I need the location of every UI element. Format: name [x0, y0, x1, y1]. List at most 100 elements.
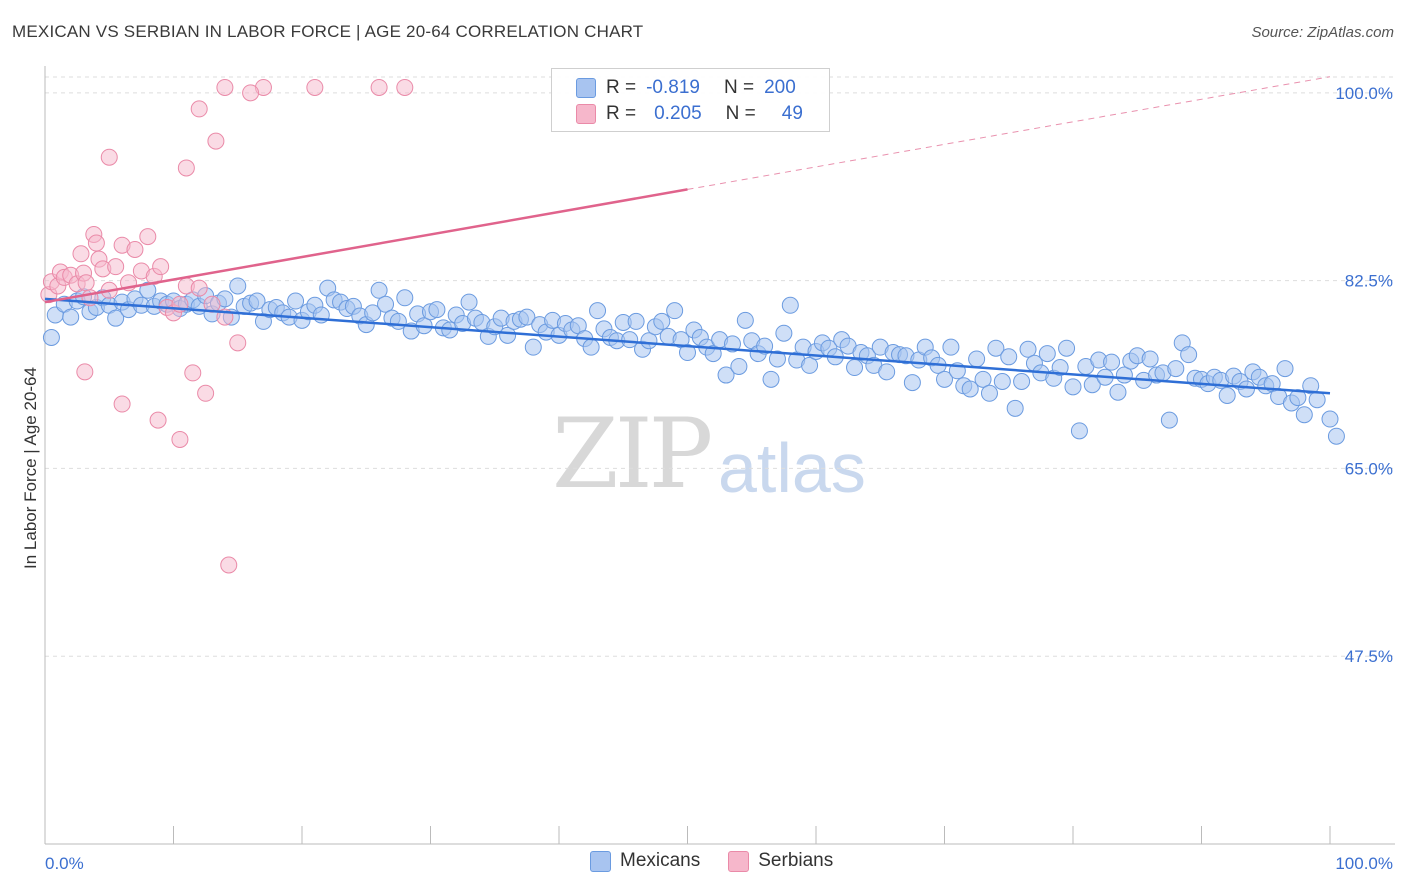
stats-legend: R = -0.819 N = 200 R = 0.205 N = 49 [551, 68, 830, 132]
point-mexican [582, 338, 600, 356]
point-mexican [377, 295, 395, 313]
point-mexican [42, 328, 60, 346]
point-mexican [107, 309, 125, 327]
point-serbian [152, 258, 170, 276]
point-mexican [1295, 406, 1313, 424]
point-mexican [781, 296, 799, 314]
point-serbian [72, 245, 90, 263]
point-mexican [878, 363, 896, 381]
point-mexican [627, 312, 645, 330]
point-serbian [396, 78, 414, 96]
point-mexican [1070, 422, 1088, 440]
point-mexican [1160, 411, 1178, 429]
point-mexican [287, 292, 305, 310]
point-mexican [1289, 389, 1307, 407]
point-mexican [1038, 345, 1056, 363]
point-mexican [1051, 359, 1069, 377]
point-serbian [77, 274, 95, 292]
legend-swatch-mexicans [590, 850, 611, 872]
point-mexican [756, 337, 774, 355]
point-mexican [846, 359, 864, 377]
point-serbian [149, 411, 167, 429]
watermark-zip: ZIP [552, 398, 713, 510]
point-mexican [987, 339, 1005, 357]
point-mexican [621, 331, 639, 349]
point-mexican [460, 293, 478, 311]
point-mexican [1180, 346, 1198, 364]
point-serbian [184, 364, 202, 382]
point-mexican [801, 356, 819, 374]
x-tick-label: 100.0% [1335, 854, 1393, 873]
point-serbian [370, 78, 388, 96]
point-mexican [775, 324, 793, 342]
point-mexican [968, 350, 986, 368]
legend-n-label: N = [723, 77, 755, 98]
point-serbian [220, 556, 238, 574]
point-serbian [207, 132, 225, 150]
y-axis-label: In Labor Force | Age 20-64 [21, 367, 40, 569]
legend-r-value: -0.819 [646, 77, 700, 98]
x-tick-label: 0.0% [45, 854, 84, 873]
point-mexican [1141, 350, 1159, 368]
point-mexican [980, 384, 998, 402]
axes [44, 66, 1395, 845]
point-mexican [704, 345, 722, 363]
point-serbian [107, 258, 125, 276]
point-mexican [653, 312, 671, 330]
legend-n-value: 200 [764, 77, 796, 98]
point-mexican [1218, 386, 1236, 404]
point-mexican [730, 357, 748, 375]
legend-row-mexicans: R = -0.819 N = 200 [576, 75, 796, 101]
point-serbian [113, 395, 131, 413]
point-serbian [306, 78, 324, 96]
legend-r-label: R = [606, 103, 637, 124]
chart-title: MEXICAN VS SERBIAN IN LABOR FORCE | AGE … [12, 22, 644, 41]
point-serbian [242, 84, 260, 102]
point-mexican [1237, 380, 1255, 398]
grid-lines [45, 76, 1395, 657]
point-serbian [190, 100, 208, 118]
point-mexican [1019, 340, 1037, 358]
point-mexican [936, 370, 953, 388]
point-mexican [993, 372, 1011, 390]
y-tick-label: 65.0% [1345, 459, 1393, 478]
legend-swatch-pink [576, 104, 596, 124]
legend-item-serbians[interactable]: Serbians [728, 850, 833, 872]
point-mexican [903, 374, 921, 392]
trend-line-mexicans [44, 297, 1331, 395]
point-mexican [1006, 399, 1024, 417]
point-mexican [248, 292, 266, 310]
tick-labels: 47.5% 65.0% 82.5% 100.0% 0.0% 100.0% [45, 84, 1393, 873]
point-serbian [87, 234, 105, 252]
point-mexican [518, 308, 536, 326]
point-mexican [364, 304, 382, 322]
point-mexican [1321, 410, 1339, 428]
point-mexican [1302, 377, 1320, 395]
legend-item-mexicans[interactable]: Mexicans [590, 850, 700, 872]
legend-n-value: 49 [781, 103, 803, 124]
point-mexican [1064, 378, 1082, 396]
trend-line-serbians-extension [687, 76, 1331, 190]
point-serbian [197, 384, 215, 402]
point-serbian [177, 159, 195, 177]
point-mexican [1109, 383, 1127, 401]
point-serbian [126, 241, 144, 259]
y-tick-label: 82.5% [1345, 272, 1393, 291]
point-mexican [1103, 353, 1121, 371]
point-mexican [1013, 372, 1031, 390]
point-mexican [717, 366, 735, 384]
legend-r-label: R = [606, 77, 637, 98]
legend-label-mexicans: Mexicans [620, 850, 701, 871]
legend-swatch-blue [576, 78, 596, 98]
legend-r-value: 0.205 [654, 103, 702, 124]
y-tick-label: 100.0% [1335, 84, 1393, 103]
point-mexican [139, 281, 157, 299]
point-mexican [370, 281, 388, 299]
series-legend: Mexicans Serbians [590, 850, 861, 872]
point-serbian [76, 363, 94, 381]
point-mexican [396, 289, 414, 307]
point-serbian [190, 279, 208, 297]
point-serbian [229, 334, 247, 352]
legend-swatch-serbians [728, 850, 750, 872]
